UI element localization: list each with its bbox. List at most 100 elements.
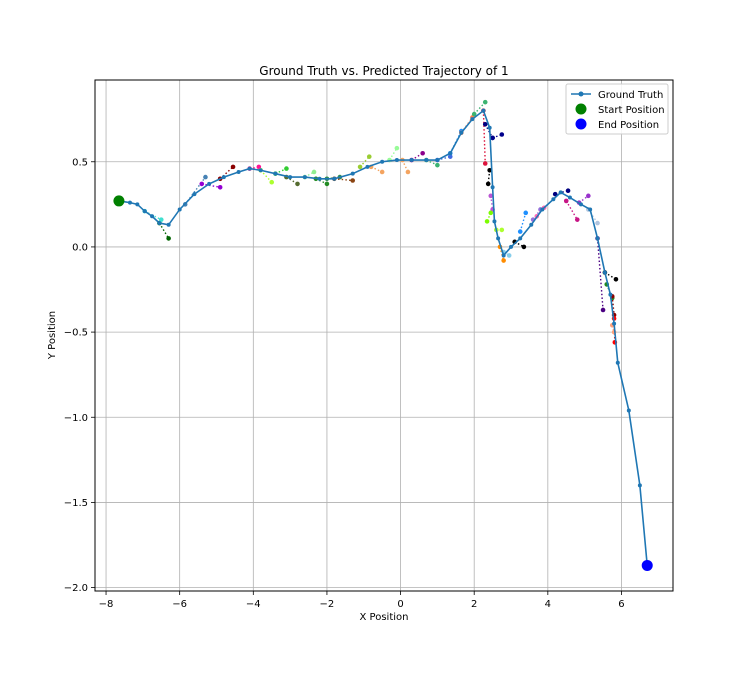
predicted-point [499, 132, 505, 137]
y-tick-label: 0.0 [72, 242, 88, 253]
ground-truth-point [365, 164, 370, 169]
ground-truth-point [602, 270, 607, 275]
ground-truth-point [567, 195, 572, 200]
legend-end-label: End Position [598, 120, 659, 131]
predicted-segment-line [499, 246, 505, 261]
predicted-point [203, 174, 208, 180]
predicted-point [471, 111, 477, 117]
y-tick-label: −1.5 [64, 498, 88, 509]
ground-truth-point [273, 171, 278, 176]
predicted-point [284, 166, 289, 171]
ground-truth-point [626, 408, 631, 413]
x-tick-label: 6 [618, 599, 624, 610]
ground-truth-series [116, 108, 650, 568]
predicted-point [501, 258, 506, 263]
predicted-point [484, 219, 490, 224]
ground-truth-point [221, 175, 226, 180]
chart-title: Ground Truth vs. Predicted Trajectory of… [259, 64, 508, 78]
ground-truth-point [551, 197, 556, 202]
ground-truth-point [288, 175, 293, 180]
predicted-segment-line [144, 210, 162, 221]
ground-truth-point [459, 130, 464, 135]
ground-truth-point [127, 200, 132, 205]
predicted-point [595, 220, 600, 226]
x-tick-label: −8 [99, 599, 114, 610]
ground-truth-point [435, 158, 440, 163]
x-tick-label: −6 [172, 599, 187, 610]
predicted-point [488, 210, 494, 216]
grid [95, 80, 673, 591]
predicted-point [600, 307, 606, 313]
predicted-point [488, 193, 494, 199]
predicted-point [199, 181, 205, 187]
predicted-point [487, 167, 492, 173]
ground-truth-point [150, 214, 155, 219]
predicted-point [482, 121, 488, 127]
predicted-point [523, 210, 529, 216]
predicted-point [366, 154, 372, 159]
x-tick-label: −4 [246, 599, 261, 610]
ground-truth-point [558, 190, 563, 195]
ground-truth-point [394, 158, 399, 163]
ground-truth-line [118, 109, 649, 566]
y-tick-label: 0.5 [72, 157, 88, 168]
ground-truth-point [258, 168, 263, 173]
ground-truth-point [409, 158, 414, 163]
ground-truth-point [236, 169, 241, 174]
ground-truth-point [207, 181, 212, 186]
legend-end-marker [575, 118, 587, 130]
x-axis-ticks: −8 −6 −4 −2 0 2 4 6 [99, 591, 625, 610]
predicted-segment-line [201, 183, 221, 188]
ground-truth-point [135, 202, 140, 207]
predicted-point [506, 253, 512, 258]
end-position-marker [641, 559, 653, 571]
ground-truth-point [448, 151, 453, 156]
legend-ground-truth-label: Ground Truth [598, 90, 663, 101]
predicted-segment-line [260, 169, 273, 183]
y-axis-ticks: −2.0 −1.5 −1.0 −0.5 0.0 0.5 [64, 157, 95, 594]
predicted-segment-line [158, 222, 170, 239]
ground-truth-point [157, 221, 162, 226]
predicted-point [586, 193, 591, 199]
predicted-segment-line [519, 212, 527, 232]
predicted-point [394, 145, 400, 151]
predicted-point [565, 188, 571, 194]
predicted-point [158, 217, 164, 222]
predicted-point [574, 217, 580, 222]
predicted-point [613, 276, 619, 282]
predicted-point [357, 164, 363, 170]
ground-truth-point [490, 185, 495, 190]
ground-truth-point [380, 159, 385, 164]
ground-truth-point [608, 292, 613, 297]
legend-box [565, 83, 669, 135]
predicted-point [485, 181, 491, 187]
predicted-point [499, 227, 505, 233]
predicted-point [295, 181, 300, 187]
predicted-point [350, 178, 356, 183]
predicted-point [269, 179, 275, 185]
ground-truth-point [177, 207, 182, 212]
ground-truth-point [166, 222, 171, 227]
ground-truth-point [612, 321, 617, 326]
legend-start-marker [575, 103, 587, 115]
y-tick-label: −1.0 [64, 413, 88, 424]
predicted-point [379, 169, 385, 175]
predicted-point [482, 161, 488, 166]
legend: Ground Truth Start Position End Position [565, 83, 669, 135]
predicted-point [552, 191, 558, 197]
predicted-segments [142, 99, 619, 345]
predicted-segment-line [482, 110, 486, 164]
predicted-point [563, 198, 569, 204]
ground-truth-point [509, 244, 514, 249]
plot-frame [94, 79, 674, 592]
predicted-point [517, 229, 523, 234]
ground-truth-point [492, 219, 497, 224]
predicted-point [420, 150, 425, 156]
predicted-point [490, 135, 495, 141]
predicted-segment-line [219, 166, 234, 180]
ground-truth-point [487, 125, 492, 130]
predicted-point [521, 244, 527, 250]
x-tick-label: −2 [320, 599, 335, 610]
predicted-point [405, 169, 411, 175]
